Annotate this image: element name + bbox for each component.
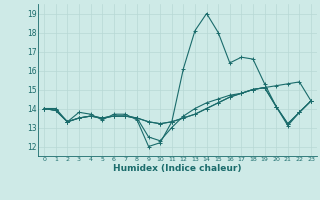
X-axis label: Humidex (Indice chaleur): Humidex (Indice chaleur) [113,164,242,173]
